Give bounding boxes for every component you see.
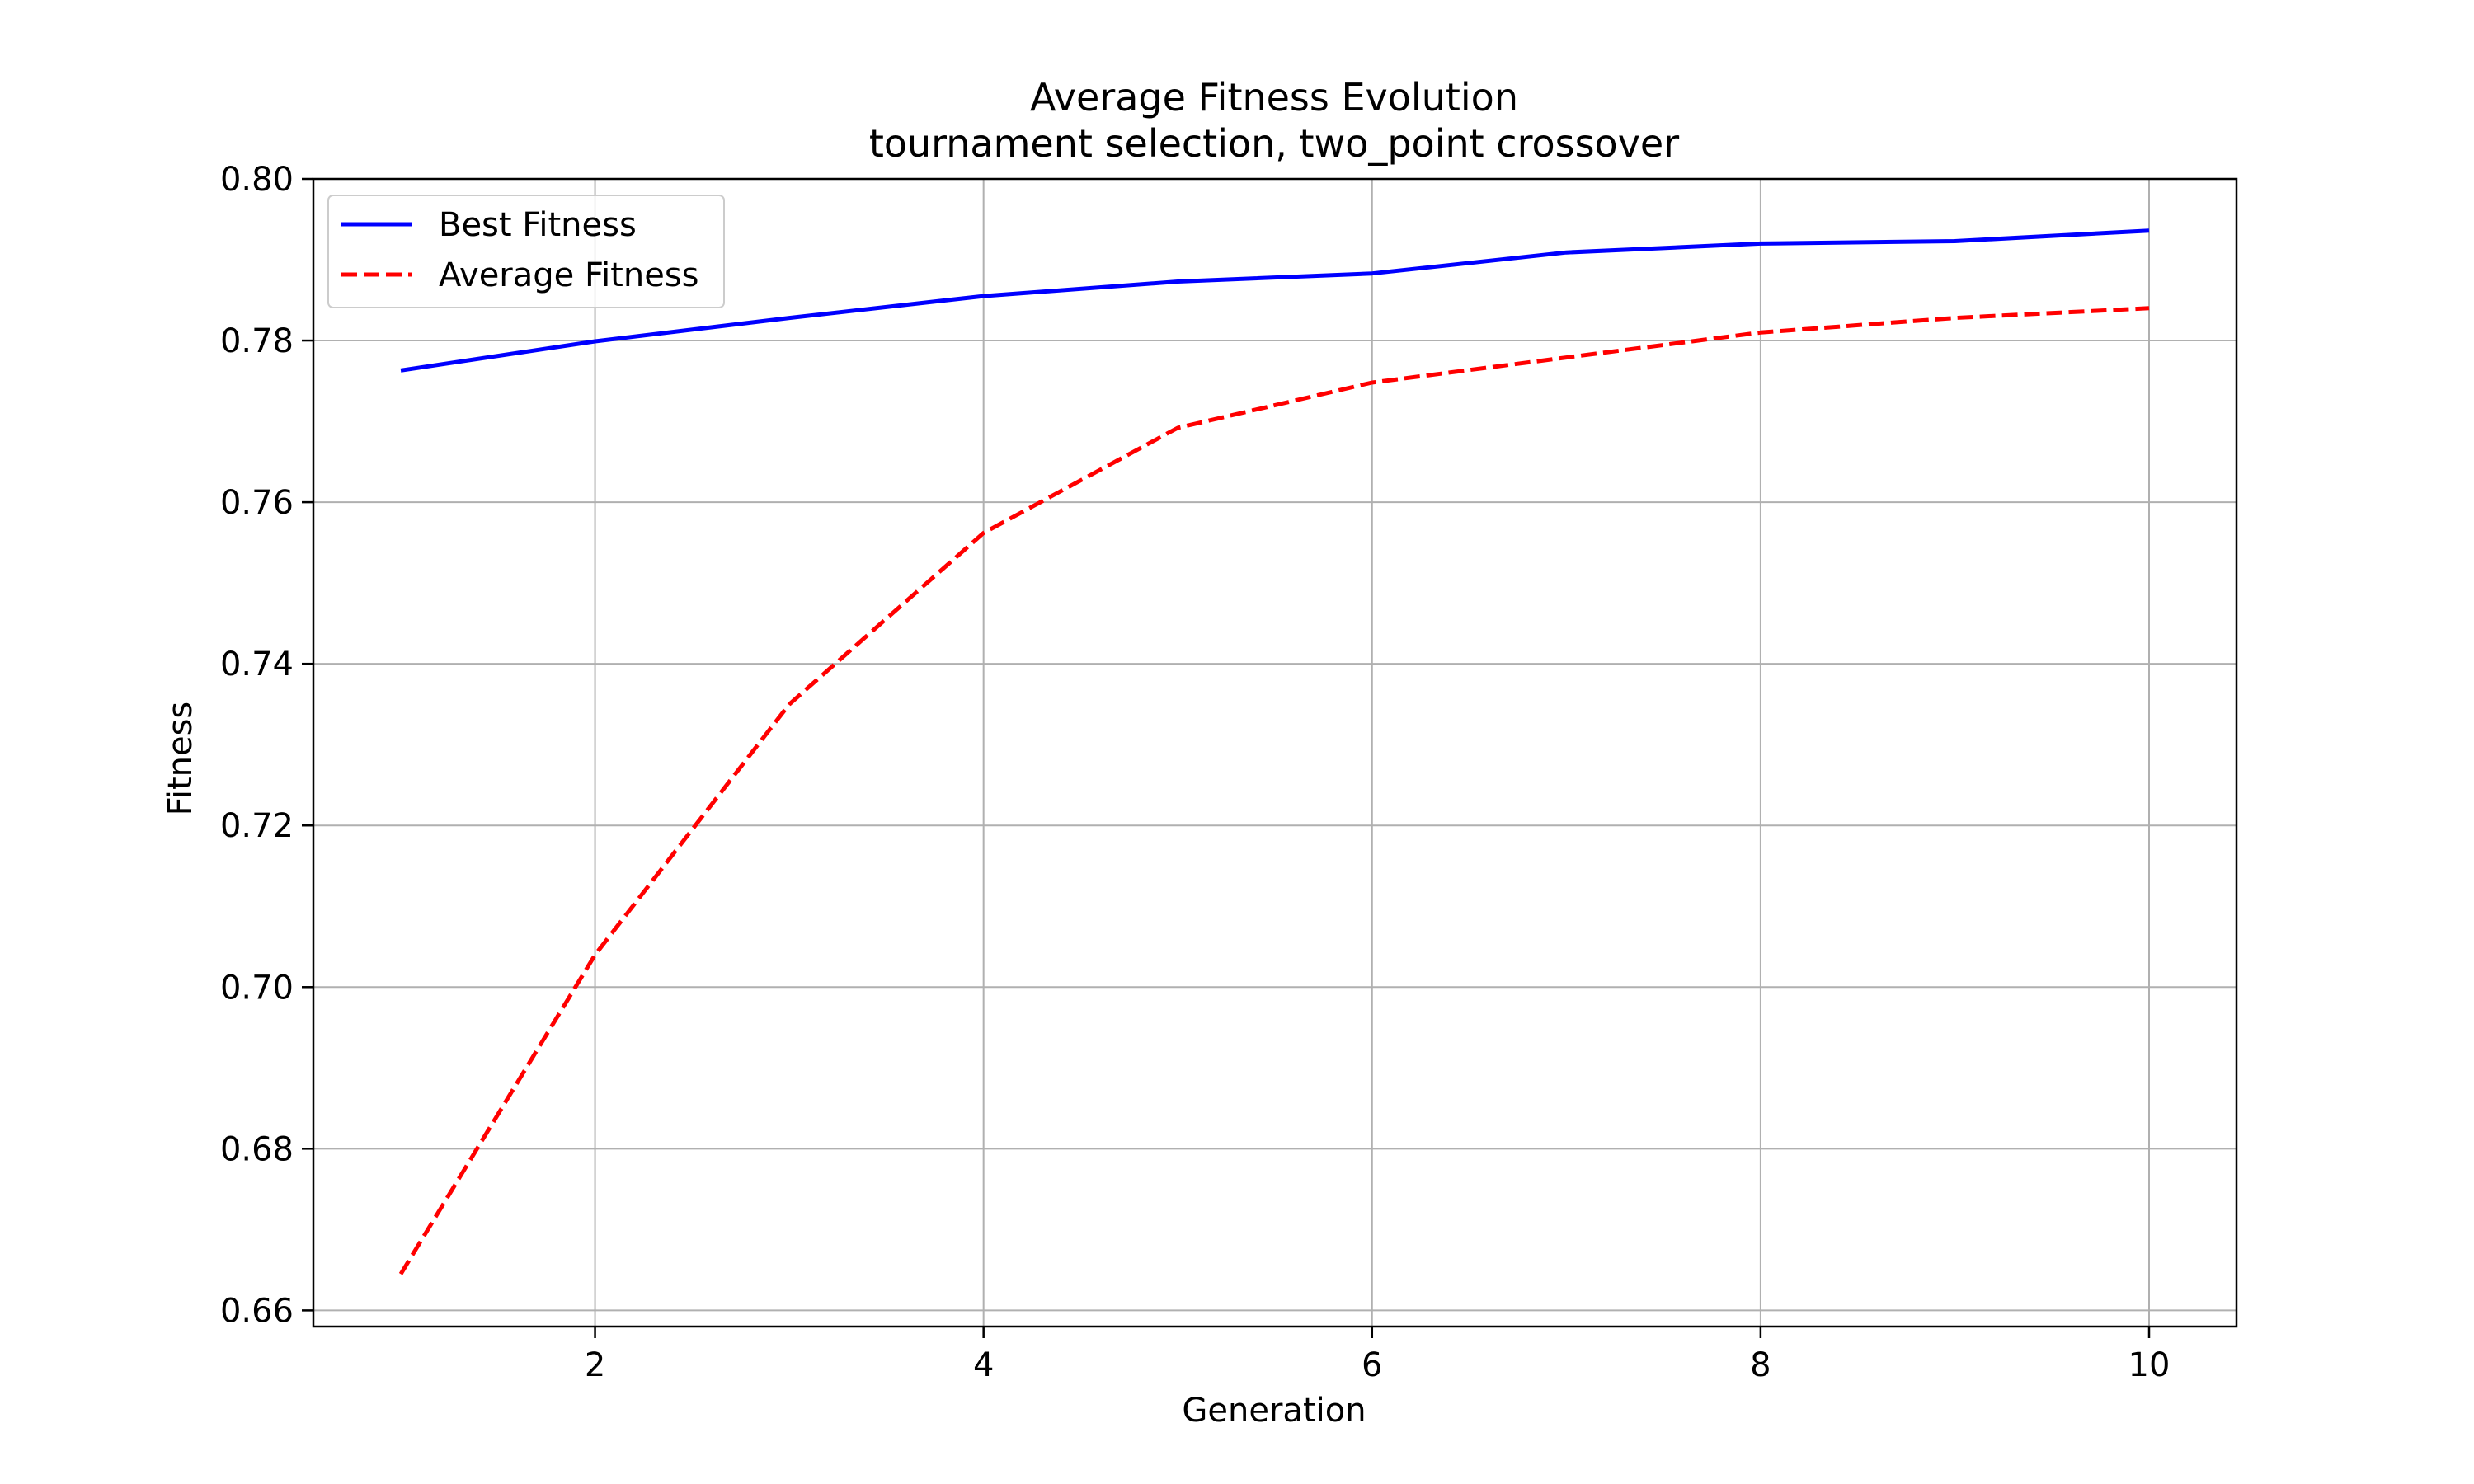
legend-label-best-fitness: Best Fitness xyxy=(439,206,637,244)
grid-lines xyxy=(313,178,2236,1327)
y-tick-label: 0.68 xyxy=(220,1130,294,1168)
y-tick-label: 0.74 xyxy=(220,646,294,683)
chart-subtitle: tournament selection, two_point crossove… xyxy=(869,121,1679,166)
x-tick-label: 4 xyxy=(973,1346,994,1384)
x-axis-label: Generation xyxy=(1182,1392,1366,1430)
x-tick-label: 8 xyxy=(1750,1346,1771,1384)
series-line-average-fitness xyxy=(398,306,2150,1275)
y-tick-label: 0.70 xyxy=(220,969,294,1007)
legend-box xyxy=(327,195,725,308)
y-tick-label: 0.78 xyxy=(220,322,294,360)
axis-ticks: 2 4 6 8 10 0.66 0.68 0.70 0.72 0.74 0.76 0.78 0.80 xyxy=(220,161,2171,1384)
y-tick-label: 0.80 xyxy=(220,161,294,199)
y-tick-label: 0.66 xyxy=(220,1292,294,1330)
series-line-best-fitness xyxy=(400,228,2150,373)
y-tick-label: 0.72 xyxy=(220,807,294,845)
legend-label-average-fitness: Average Fitness xyxy=(439,256,699,294)
x-tick-label: 6 xyxy=(1362,1346,1382,1384)
x-tick-label: 10 xyxy=(2128,1346,2171,1384)
plot-area-frame xyxy=(312,177,2238,1328)
chart-title: Average Fitness Evolution xyxy=(1030,75,1518,120)
y-tick-label: 0.76 xyxy=(220,484,294,522)
legend: Best Fitness Average Fitness xyxy=(327,195,725,308)
x-tick-label: 2 xyxy=(585,1346,605,1384)
series-lines xyxy=(398,228,2150,1275)
y-axis-label: Fitness xyxy=(162,702,200,816)
